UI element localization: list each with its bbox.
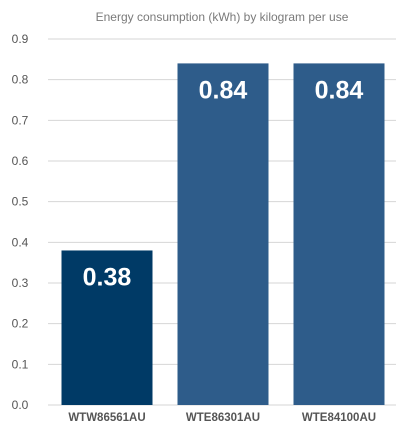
x-tick-label: WTW86561AU [68, 412, 145, 424]
y-axis-ticks: 0.0 0.1 0.2 0.3 0.4 0.5 0.6 0.7 0.8 0.9 [12, 32, 29, 412]
bar-value-label: 0.84 [199, 76, 248, 104]
y-tick-label: 0.3 [12, 276, 29, 290]
y-tick-label: 0.2 [12, 317, 29, 331]
x-axis-ticks: WTW86561AU WTE86301AU WTE84100AU [68, 412, 376, 424]
x-tick-label: WTE86301AU [186, 412, 260, 424]
y-tick-label: 0.5 [12, 195, 29, 209]
y-tick-label: 0.4 [12, 235, 29, 249]
bar-wtw86561au [61, 250, 153, 405]
y-tick-label: 0.9 [12, 32, 29, 46]
chart-title: Energy consumption (kWh) by kilogram per… [96, 10, 349, 24]
bar-value-labels: 0.38 0.84 0.84 [83, 76, 364, 291]
y-tick-label: 0.0 [12, 398, 29, 412]
y-tick-label: 0.8 [12, 73, 29, 87]
bar-wte86301au [177, 63, 269, 406]
x-tick-label: WTE84100AU [302, 412, 376, 424]
bars [61, 63, 385, 406]
bar-value-label: 0.84 [315, 76, 364, 104]
y-tick-label: 0.7 [12, 113, 29, 127]
y-tick-label: 0.6 [12, 154, 29, 168]
bar-wte84100au [293, 63, 385, 406]
bar-value-label: 0.38 [83, 263, 132, 291]
y-tick-label: 0.1 [12, 357, 29, 371]
